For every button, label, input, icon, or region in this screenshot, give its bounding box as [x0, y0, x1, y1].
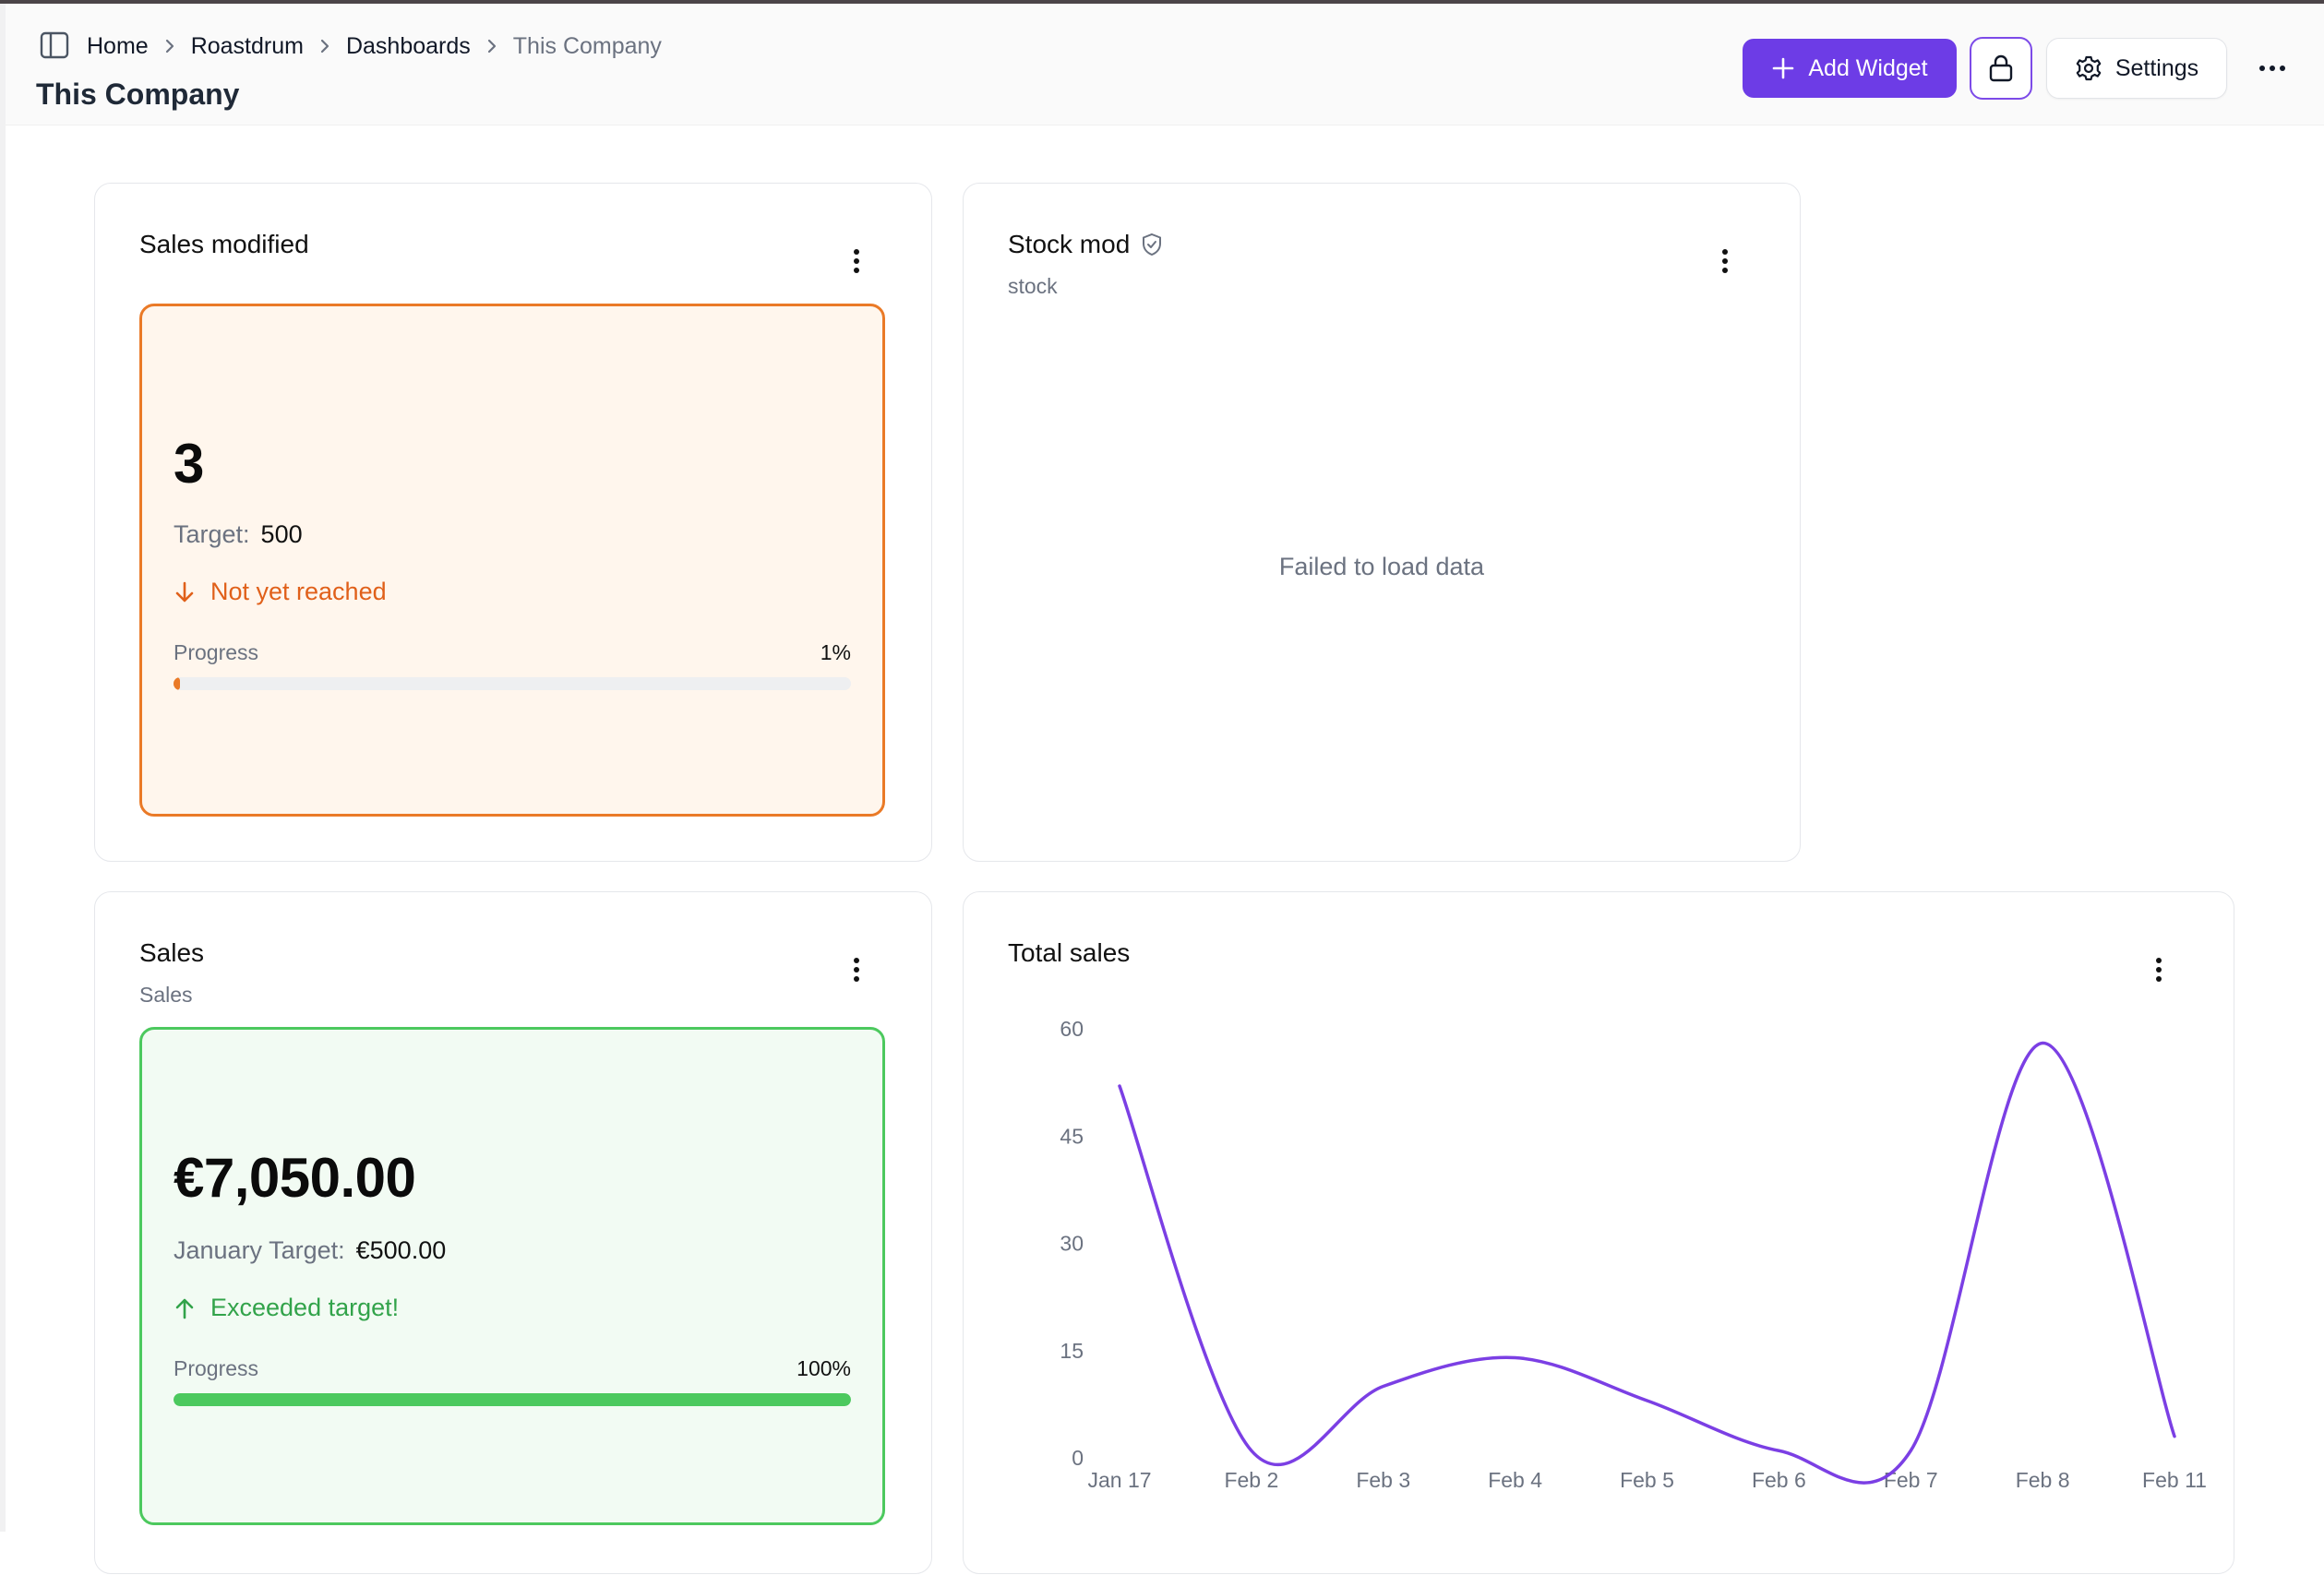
- error-message: Failed to load data: [1278, 553, 1485, 580]
- total-sales-line-chart: 0 15 30 45 60 Jan 17 Feb 2 Feb 3 Feb 4 Feb 5 Feb 6…: [1060, 1017, 2207, 1492]
- data-point[interactable]: [1638, 1391, 1657, 1410]
- kpi-value: 3: [174, 433, 204, 495]
- data-point[interactable]: [1769, 1441, 1788, 1460]
- widget-title: Sales modified: [139, 230, 309, 258]
- total-sales-series-line: [1118, 1041, 2176, 1485]
- x-tick-label: Feb 2: [1224, 1468, 1278, 1492]
- progress-percent: 1%: [820, 640, 851, 664]
- widget-menu-button[interactable]: [843, 241, 870, 281]
- more-vertical-icon: [1722, 249, 1728, 273]
- progress-bar: [174, 677, 851, 690]
- settings-button[interactable]: Settings: [2046, 38, 2227, 99]
- data-point[interactable]: [1242, 1441, 1261, 1460]
- more-options-button[interactable]: [2252, 50, 2293, 87]
- sidebar-toggle-button[interactable]: [37, 28, 72, 63]
- lock-icon: [1989, 54, 2013, 82]
- kpi-value: €7,050.00: [174, 1147, 416, 1209]
- data-point[interactable]: [1110, 1077, 1129, 1095]
- add-widget-button[interactable]: Add Widget: [1743, 39, 1957, 98]
- widget-total-sales: Total sales 0 15 30 45 60 Jan 17 Feb 2 Feb 3 Feb…: [963, 891, 2234, 1574]
- window-top-border: [0, 0, 2324, 4]
- widget-title: Stock mod: [1008, 230, 1163, 259]
- kpi-status: Exceeded target!: [174, 1294, 399, 1322]
- x-tick-label: Feb 3: [1356, 1468, 1410, 1492]
- widget-menu-button[interactable]: [1711, 241, 1739, 281]
- page-title: This Company: [36, 78, 240, 111]
- y-tick-label: 60: [1060, 1017, 1084, 1041]
- x-tick-label: Feb 6: [1752, 1468, 1806, 1492]
- breadcrumb-dashboards[interactable]: Dashboards: [345, 32, 471, 59]
- settings-label: Settings: [2114, 54, 2199, 81]
- kpi-target: Target: 500: [174, 520, 303, 548]
- x-tick-label: Feb 5: [1620, 1468, 1674, 1492]
- widget-subtitle: stock: [1008, 274, 1058, 298]
- breadcrumb-home[interactable]: Home: [87, 32, 149, 59]
- page-header: Home Roastdrum Dashboards This Company T…: [6, 4, 2324, 125]
- widget-sales-modified: Sales modified 3 Target: 500 Not yet reac…: [94, 183, 932, 862]
- arrow-up-icon: [175, 1298, 194, 1318]
- progress-label: Progress: [174, 1356, 259, 1380]
- more-horizontal-icon: [2259, 66, 2285, 71]
- y-tick-label: 0: [1072, 1446, 1084, 1470]
- lock-button[interactable]: [1970, 37, 2032, 100]
- data-point[interactable]: [2165, 1427, 2184, 1446]
- sidebar-panel-icon: [40, 31, 69, 59]
- y-tick-label: 15: [1060, 1339, 1084, 1363]
- shield-check-icon: [1143, 233, 1162, 257]
- progress-fill: [174, 677, 181, 690]
- data-point[interactable]: [2033, 1034, 2052, 1053]
- kpi-status: Not yet reached: [174, 578, 387, 606]
- progress-bar: [174, 1393, 851, 1406]
- chevron-right-icon: [304, 38, 346, 54]
- x-tick-label: Jan 17: [1087, 1468, 1151, 1492]
- progress-percent: 100%: [797, 1356, 851, 1380]
- breadcrumb: Home Roastdrum Dashboards This Company: [87, 28, 662, 65]
- more-vertical-icon: [2156, 958, 2162, 982]
- data-point[interactable]: [1374, 1378, 1393, 1396]
- breadcrumb-roastdrum[interactable]: Roastdrum: [190, 32, 304, 59]
- data-point[interactable]: [1506, 1349, 1525, 1367]
- widget-subtitle: Sales: [139, 983, 193, 1007]
- chevron-right-icon: [471, 38, 513, 54]
- y-tick-label: 30: [1060, 1232, 1084, 1256]
- breadcrumb-current: This Company: [512, 32, 662, 59]
- widget-stock-mod: Stock mod stock Failed to load data: [963, 183, 1801, 862]
- more-vertical-icon: [854, 249, 859, 273]
- gear-icon: [2076, 55, 2102, 81]
- widget-sales: Sales Sales €7,050.00 January Target: €50…: [94, 891, 932, 1574]
- widget-menu-button[interactable]: [2145, 949, 2173, 990]
- kpi-panel: 3 Target: 500 Not yet reached Progress 1%: [139, 304, 885, 817]
- widget-menu-button[interactable]: [843, 949, 870, 990]
- x-tick-label: Feb 8: [2016, 1468, 2070, 1492]
- chevron-right-icon: [149, 38, 191, 54]
- y-tick-label: 45: [1060, 1124, 1084, 1148]
- plus-icon: [1773, 57, 1794, 79]
- more-vertical-icon: [854, 958, 859, 982]
- widget-title: Sales: [139, 938, 205, 967]
- arrow-down-icon: [175, 581, 194, 602]
- left-edge: [0, 4, 6, 1532]
- x-tick-label: Feb 4: [1488, 1468, 1542, 1492]
- progress-fill: [174, 1393, 851, 1406]
- widget-title: Total sales: [1008, 938, 1131, 967]
- data-point[interactable]: [1901, 1441, 1920, 1460]
- x-tick-label: Feb 11: [2142, 1468, 2207, 1492]
- add-widget-label: Add Widget: [1808, 54, 1928, 81]
- kpi-panel: €7,050.00 January Target: €500.00 Exceede…: [139, 1027, 885, 1525]
- kpi-target: January Target: €500.00: [174, 1236, 447, 1264]
- progress-label: Progress: [174, 640, 259, 664]
